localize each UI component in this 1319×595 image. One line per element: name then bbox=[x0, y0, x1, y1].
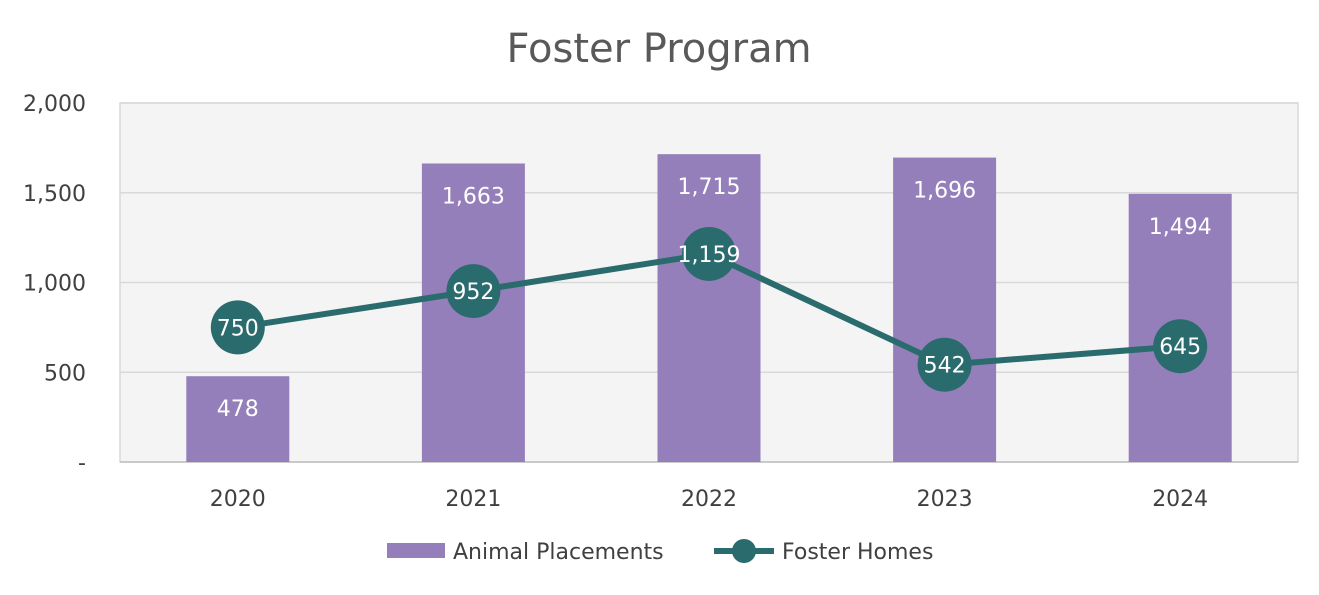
bar bbox=[186, 376, 290, 462]
x-tick-label: 2023 bbox=[917, 487, 973, 512]
x-tick-label: 2024 bbox=[1152, 487, 1208, 512]
legend-swatch-marker bbox=[732, 539, 756, 563]
x-tick-label: 2020 bbox=[210, 487, 266, 512]
bar-data-label: 1,494 bbox=[1149, 215, 1212, 240]
bar bbox=[657, 154, 761, 462]
bar-data-label: 1,696 bbox=[913, 179, 976, 204]
plot-area: - 500 1,000 1,500 2,000 2020 2021 2022 2023 2024 4… bbox=[23, 92, 1299, 512]
y-tick-label: 500 bbox=[44, 361, 86, 386]
line-data-label: 952 bbox=[452, 280, 494, 305]
line-data-label: 750 bbox=[217, 316, 259, 341]
legend-swatch-bar bbox=[387, 543, 445, 558]
x-tick-label: 2021 bbox=[445, 487, 501, 512]
bar-data-label: 1,663 bbox=[442, 184, 505, 209]
line-marker bbox=[446, 264, 501, 319]
y-tick-label: 1,500 bbox=[23, 182, 86, 207]
legend-label-animal-placements: Animal Placements bbox=[453, 540, 664, 565]
y-tick-label: 1,000 bbox=[23, 272, 86, 297]
bar-data-label: 478 bbox=[217, 397, 259, 422]
bar bbox=[893, 157, 997, 462]
bar-data-label: 1,715 bbox=[678, 175, 741, 200]
line-marker bbox=[1153, 319, 1208, 374]
x-tick-label: 2022 bbox=[681, 487, 737, 512]
legend: Animal Placements Foster Homes bbox=[387, 539, 933, 565]
y-tick-label: - bbox=[78, 451, 86, 476]
y-tick-label: 2,000 bbox=[23, 92, 86, 117]
line-marker bbox=[917, 337, 972, 392]
line-data-label: 542 bbox=[924, 354, 966, 379]
line-data-label: 645 bbox=[1159, 335, 1201, 360]
line-data-label: 1,159 bbox=[678, 243, 741, 268]
legend-label-foster-homes: Foster Homes bbox=[782, 540, 933, 565]
chart-title: Foster Program bbox=[506, 26, 811, 72]
line-marker bbox=[210, 300, 265, 355]
line-marker bbox=[682, 226, 736, 281]
